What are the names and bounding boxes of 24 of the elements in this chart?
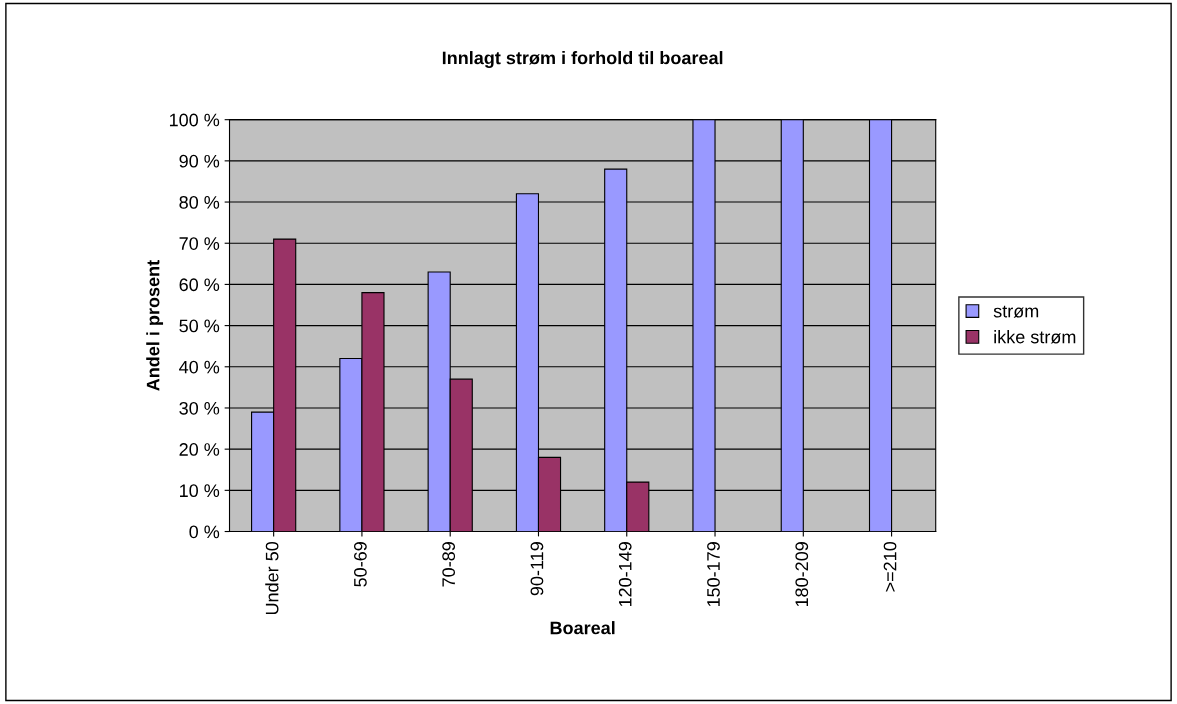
x-tick-label: 70-89 (442, 542, 456, 587)
y-axis-title: Andel i prosent (146, 260, 164, 391)
x-tick-label: Under 50 (265, 541, 279, 615)
x-tick-label: 150-179 (707, 542, 720, 607)
x-tick-label: >=210 (883, 541, 897, 592)
x-tick-label: 120-149 (618, 542, 632, 607)
chart-title: Innlagt strøm i forhold til boareal (442, 51, 723, 68)
x-tick-label: 50-69 (353, 542, 367, 587)
y-tick-label: 30 % (179, 401, 220, 415)
y-tick-label: 10 % (180, 484, 220, 498)
y-tick-label: 50 % (179, 319, 220, 333)
y-tick-label: 40 % (179, 360, 220, 374)
y-tick-label: 90 % (179, 154, 220, 168)
y-tick-label: 20 % (179, 443, 220, 456)
y-tick-label: 0 % (189, 525, 220, 539)
y-tick-label: 60 % (179, 278, 220, 292)
x-axis-title: Boareal (550, 621, 615, 635)
x-tick-label: 180-209 (795, 542, 809, 607)
y-tick-label: 100 % (169, 113, 220, 127)
y-tick-label: 70 % (179, 237, 220, 250)
y-tick-label: 80 % (179, 195, 220, 209)
legend-label: strøm (993, 305, 1039, 318)
x-tick-label: 90-119 (530, 542, 544, 596)
legend-label: ikke strøm (994, 330, 1076, 344)
